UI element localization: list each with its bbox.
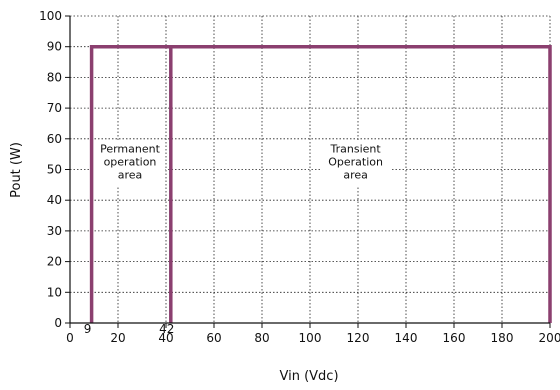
x-tick-label: 100 <box>299 331 322 345</box>
x-tick-label: 20 <box>110 331 125 345</box>
annotation-text: Transient <box>330 143 382 156</box>
x-tick-label: 200 <box>539 331 560 345</box>
annotation-background <box>94 140 166 186</box>
y-tick-label: 100 <box>39 9 62 23</box>
x-extra-label: 42 <box>159 322 174 336</box>
annotation-background <box>320 140 392 186</box>
x-extra-label: 9 <box>84 322 92 336</box>
annotation-text: Permanent <box>100 143 161 156</box>
y-tick-label: 60 <box>47 132 62 146</box>
series-line <box>89 44 552 323</box>
y-tick-label: 40 <box>47 193 62 207</box>
x-tick-label: 120 <box>347 331 370 345</box>
plot-series <box>89 44 552 323</box>
y-tick-label: 0 <box>54 316 62 330</box>
x-tick-label: 80 <box>254 331 269 345</box>
y-tick-label: 30 <box>47 224 62 238</box>
annotation-text: operation <box>104 156 157 169</box>
y-tick-label: 10 <box>47 285 62 299</box>
y-axis-title: Pout (W) <box>9 142 24 198</box>
x-tick-label: 160 <box>443 331 466 345</box>
y-tick-label: 50 <box>47 163 62 177</box>
annotations: PermanentoperationareaTransientOperation… <box>94 140 392 186</box>
x-tick-label: 60 <box>206 331 221 345</box>
x-tick-label: 180 <box>491 331 514 345</box>
annotation-text: Operation <box>328 156 383 169</box>
y-tick-label: 70 <box>47 101 62 115</box>
x-tick-label: 140 <box>395 331 418 345</box>
tick-labels: 0 20 40 60 80 100 120 140 160 180 200 0 10 20 30 40 50 60… <box>39 9 560 345</box>
axes <box>65 15 551 328</box>
y-tick-label: 90 <box>47 40 62 54</box>
x-tick-label: 40 <box>158 331 173 345</box>
y-tick-label: 20 <box>47 255 62 269</box>
x-axis-title: Vin (Vdc) <box>279 369 338 384</box>
x-tick-label: 0 <box>66 331 74 345</box>
y-tick-label: 80 <box>47 70 62 84</box>
annotation-text: area <box>118 169 143 182</box>
annotation-text: area <box>343 169 368 182</box>
